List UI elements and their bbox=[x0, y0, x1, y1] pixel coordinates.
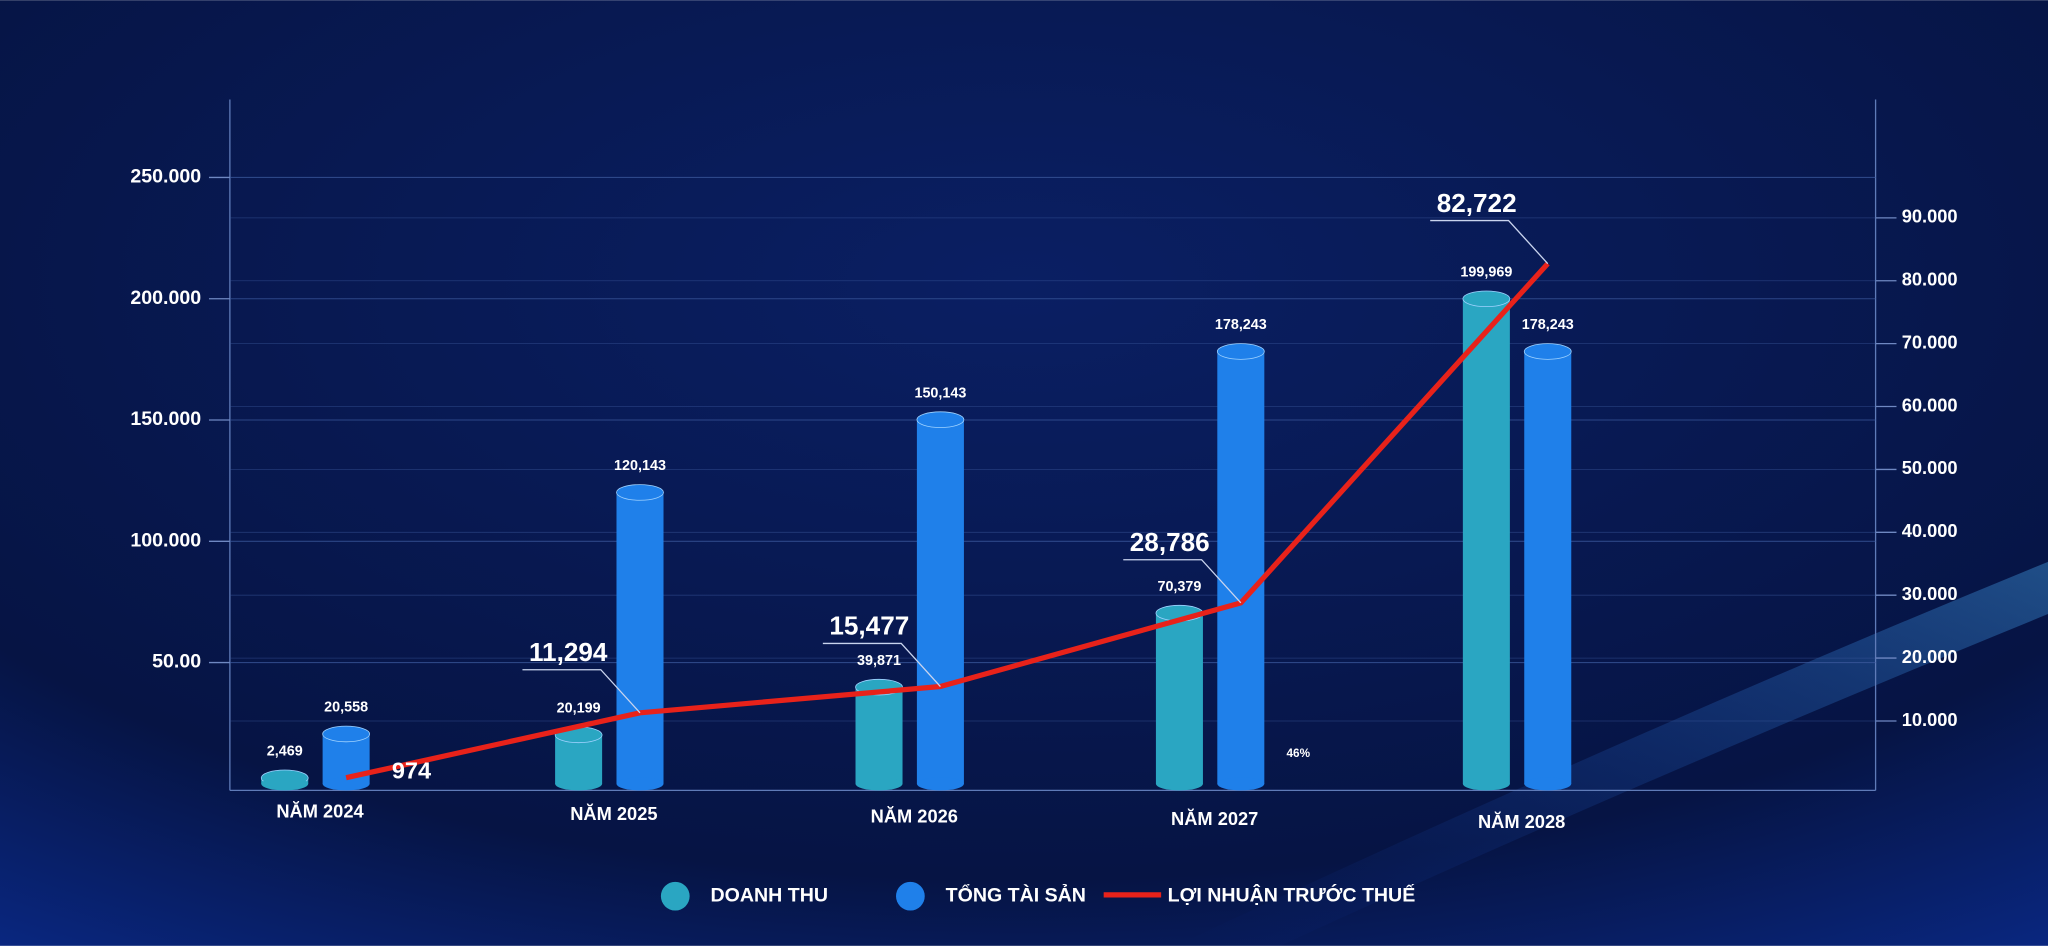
line-value-label: 11,294 bbox=[529, 637, 608, 667]
y2-tick-label: 50.000 bbox=[1902, 457, 1958, 478]
value-label: 20,558 bbox=[324, 700, 368, 716]
value-label: 178,243 bbox=[1215, 317, 1267, 333]
y2-tick-label: 60.000 bbox=[1902, 394, 1958, 415]
bar-base bbox=[1462, 777, 1510, 791]
bar-body bbox=[916, 419, 964, 784]
bar-cap bbox=[322, 725, 371, 743]
legend-swatch bbox=[896, 881, 925, 911]
value-label: 120,143 bbox=[614, 458, 666, 474]
y2-tick-label: 70.000 bbox=[1902, 331, 1958, 352]
value-label: 39,871 bbox=[857, 653, 901, 669]
line-value-label: 28,786 bbox=[1130, 527, 1210, 557]
bar-body bbox=[1155, 613, 1203, 784]
line-value-label: 974 bbox=[392, 758, 431, 784]
value-label: 20,199 bbox=[557, 701, 601, 717]
leader-line bbox=[1123, 559, 1242, 604]
bar-base bbox=[555, 777, 603, 791]
bar-cap bbox=[916, 411, 965, 428]
y-tick-label: 100.000 bbox=[130, 529, 201, 551]
leader-line bbox=[1430, 219, 1549, 265]
line-value-label: 82,722 bbox=[1437, 188, 1517, 218]
bar-base bbox=[616, 777, 664, 791]
bar-base bbox=[1217, 777, 1265, 791]
bar-cap bbox=[1523, 343, 1572, 360]
x-tick-label: NĂM 2026 bbox=[871, 806, 958, 827]
bar-body bbox=[616, 492, 664, 784]
bar-base bbox=[1524, 777, 1572, 791]
bar-base bbox=[322, 777, 370, 791]
bar-cap bbox=[1216, 343, 1265, 360]
value-label: 2,469 bbox=[267, 744, 303, 760]
y-tick-label: 150.000 bbox=[130, 408, 201, 430]
x-tick-label: NĂM 2027 bbox=[1171, 808, 1258, 829]
bar-body bbox=[1524, 351, 1572, 784]
bar-cap bbox=[616, 484, 664, 501]
bar-base bbox=[916, 777, 964, 791]
value-label: 70,379 bbox=[1157, 579, 1201, 595]
bar bbox=[1523, 343, 1572, 791]
bar-body bbox=[1217, 351, 1265, 784]
y2-tick-label: 10.000 bbox=[1902, 709, 1958, 730]
y2-tick-label: 40.000 bbox=[1902, 520, 1958, 541]
bar-base bbox=[855, 777, 903, 791]
bar bbox=[1462, 290, 1511, 791]
value-label: 150,143 bbox=[914, 385, 966, 401]
bar-base bbox=[1155, 777, 1203, 791]
bar-cap bbox=[1462, 290, 1511, 308]
bar bbox=[916, 411, 965, 791]
x-tick-label: NĂM 2024 bbox=[276, 800, 364, 821]
bar bbox=[616, 484, 664, 791]
bar bbox=[1216, 343, 1265, 791]
x-tick-label: NĂM 2028 bbox=[1478, 811, 1565, 832]
y2-tick-label: 30.000 bbox=[1902, 583, 1958, 604]
y-tick-label: 250.000 bbox=[130, 166, 201, 188]
x-tick-label: NĂM 2025 bbox=[570, 803, 657, 824]
leader-line bbox=[822, 642, 941, 687]
value-label: 178,243 bbox=[1522, 317, 1574, 333]
y2-tick-label: 90.000 bbox=[1902, 206, 1958, 227]
annotation: 46% bbox=[1287, 747, 1311, 760]
legend-label: LỢI NHUẬN TRƯỚC THUẾ bbox=[1168, 882, 1416, 906]
leader-line bbox=[522, 669, 641, 714]
bar bbox=[260, 769, 309, 791]
y-tick-label: 50.00 bbox=[152, 651, 201, 673]
y2-tick-label: 20.000 bbox=[1902, 646, 1958, 667]
line-value-label: 15,477 bbox=[829, 611, 909, 641]
bar bbox=[322, 725, 371, 791]
legend-label: TỔNG TÀI SẢN bbox=[946, 882, 1086, 906]
y2-tick-label: 80.000 bbox=[1902, 269, 1958, 290]
bar bbox=[1155, 604, 1204, 791]
bar-body bbox=[855, 687, 903, 784]
legend-swatch bbox=[660, 881, 690, 911]
bar-body bbox=[1462, 298, 1510, 784]
legend-label: DOANH THU bbox=[711, 884, 828, 906]
bar-base bbox=[261, 777, 309, 791]
bar bbox=[554, 726, 603, 791]
y-tick-label: 200.000 bbox=[130, 287, 201, 309]
bar bbox=[855, 678, 903, 791]
value-label: 199,969 bbox=[1460, 264, 1512, 280]
